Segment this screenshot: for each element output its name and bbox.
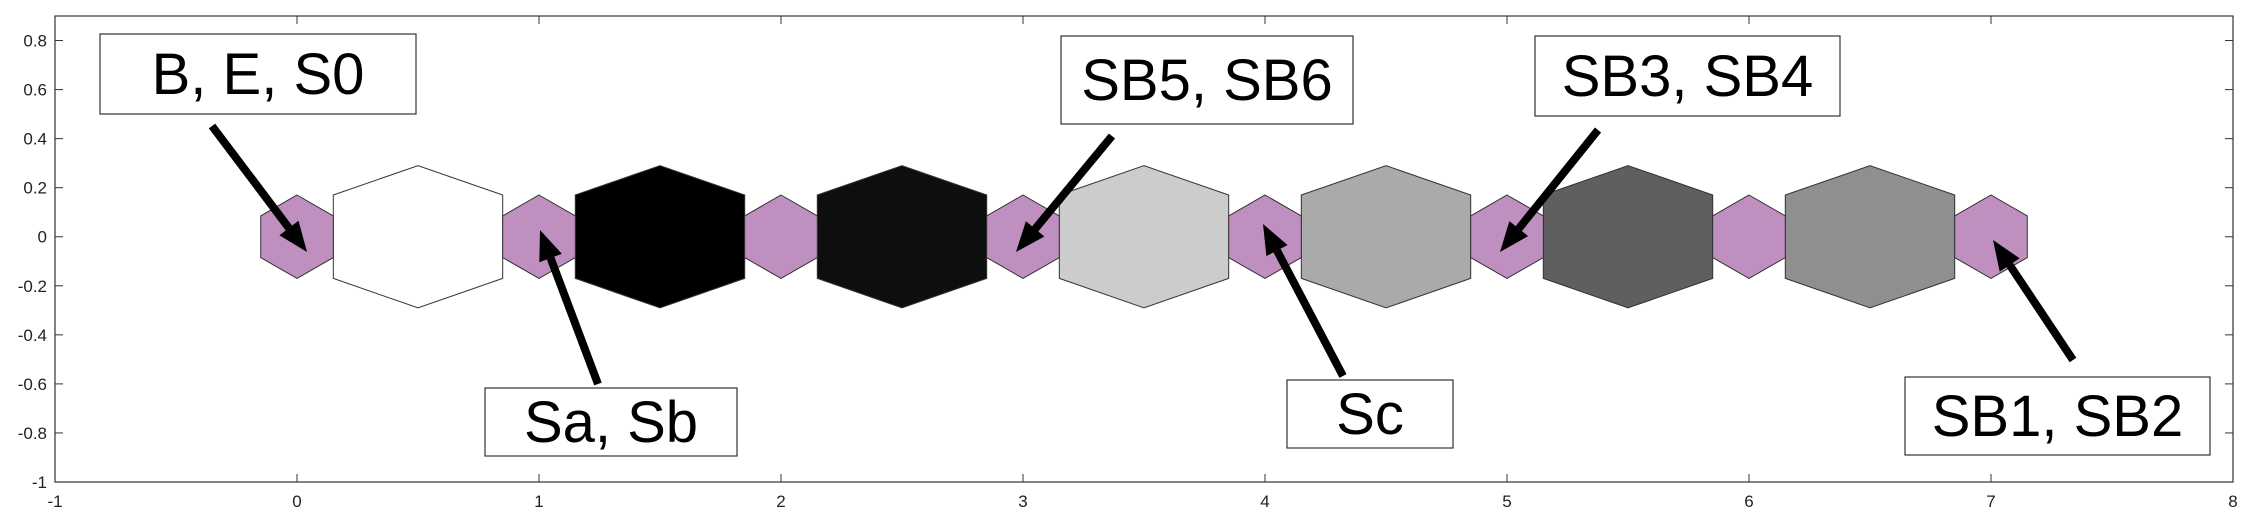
x-tick-label: 6 [1744,492,1753,511]
y-tick-label: -1 [32,473,47,492]
plot-frame [54,15,2234,483]
callout-label: B, E, S0 [152,42,365,107]
callout-label: Sa, Sb [524,390,698,455]
hexagon-chain [260,165,2028,309]
callout-box [99,33,417,115]
callout-arrow-head [279,220,307,252]
x-tick-label: 7 [1986,492,1995,511]
callout-label: Sc [1336,382,1404,447]
large-hexagon [1300,165,1472,309]
callout-arrow-shaft [1515,127,1602,232]
callout-arrow-head [539,230,562,263]
callout-arrow-head [1016,221,1045,252]
y-tick-label: 0.8 [23,32,47,51]
x-tick-label: 5 [1502,492,1511,511]
large-hexagon [1542,165,1714,309]
x-tick-label: 0 [292,492,301,511]
large-hexagon [816,165,988,309]
axes: -1 0 1 2 3 4 5 6 7 8 0.8 0.6 0.4 0.2 0 -0.2 -0.4 -0.6 -0.8… [18,15,2238,511]
x-tick-label: 2 [776,492,785,511]
callout-box [484,387,738,457]
large-hexagon [574,165,746,309]
x-tick-label: 8 [2228,492,2237,511]
callout-arrow-head [1500,221,1529,252]
x-tick-label: 3 [1018,492,1027,511]
small-hexagon [744,194,818,279]
callout-arrow-head [1993,240,2020,272]
small-hexagon [1712,194,1786,279]
small-hexagon [502,194,576,279]
large-hexagon [332,165,504,309]
y-tick-label: 0.4 [23,130,47,149]
annotation-callouts: B, E, S0 Sa, Sb SB5, SB6 Sc SB3, SB4 SB1, SB2 [99,33,2211,457]
x-tick-label: 4 [1260,492,1269,511]
callout-box [1904,376,2211,456]
y-tick-label: 0 [38,228,47,247]
callout-box [1534,35,1841,117]
y-tick-label: -0.6 [18,375,47,394]
y-tick-label: 0.2 [23,179,47,198]
large-hexagon [1784,165,1956,309]
large-hexagon [1058,165,1230,309]
callout-label: SB5, SB6 [1081,48,1332,113]
callout-arrow-shaft [1273,248,1347,378]
callout-arrow-shaft [1032,133,1116,232]
y-tick-label: -0.4 [18,326,47,345]
callout-arrow-shaft [2006,262,2077,363]
callout-arrow-shaft [208,123,293,231]
x-tick-label: 1 [534,492,543,511]
callout-box [1286,379,1454,449]
callout-box [1060,35,1354,125]
callout-label: SB3, SB4 [1562,44,1813,109]
callout-label: SB1, SB2 [1932,384,2183,449]
small-hexagon [1954,194,2028,279]
y-tick-label: 0.6 [23,81,47,100]
callout-arrow-head [1263,224,1288,257]
y-tick-label: -0.8 [18,424,47,443]
x-tick-label: -1 [47,492,62,511]
y-tick-label: -0.2 [18,277,47,296]
callout-arrow-shaft [546,256,602,386]
